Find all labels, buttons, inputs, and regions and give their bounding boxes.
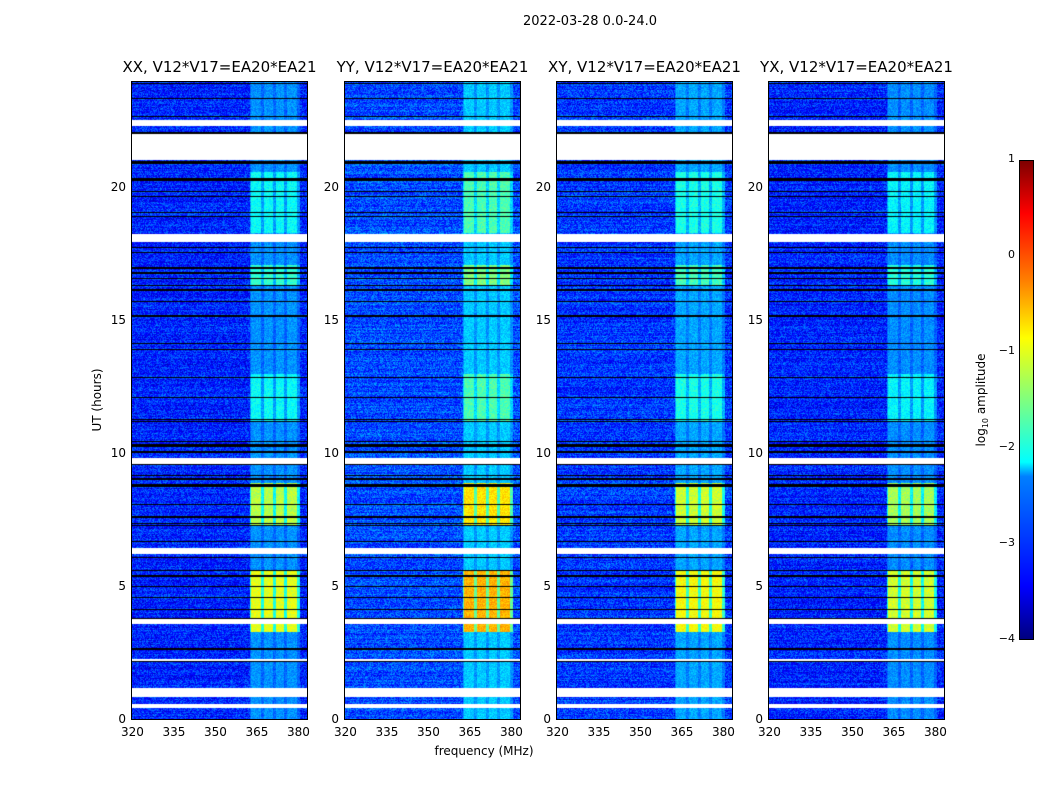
- y-tick-label: 5: [118, 578, 126, 593]
- colorbar-tick-label: 1: [1008, 152, 1015, 165]
- x-tick-label: 365: [458, 725, 482, 739]
- x-tick-label: 380: [923, 725, 947, 739]
- y-tick-label: 10: [323, 445, 339, 460]
- colorbar-tick-label: −1: [998, 344, 1015, 357]
- x-tick-label: 335: [799, 725, 823, 739]
- x-tick-label: 380: [711, 725, 735, 739]
- spectrogram: [344, 81, 521, 720]
- x-tick-label: 320: [121, 725, 144, 739]
- panel-title: XX, V12*V17=EA20*EA21: [122, 58, 317, 76]
- y-tick-label: 0: [755, 712, 763, 726]
- panel-title: YX, V12*V17=EA20*EA21: [760, 58, 953, 76]
- y-tick-label: 0: [543, 712, 551, 726]
- x-tick-label: 350: [840, 725, 864, 739]
- x-tick-label: 320: [546, 725, 569, 739]
- panel-0: XX, V12*V17=EA20*EA21: [122, 58, 317, 720]
- axes-frame: [768, 81, 945, 720]
- y-tick-label: 5: [543, 578, 551, 593]
- x-tick-label: 350: [203, 725, 227, 739]
- x-axis-label: frequency (MHz): [434, 744, 534, 758]
- figure-title: 2022-03-28 0.0-24.0: [523, 14, 657, 29]
- colorbar: [1019, 160, 1034, 640]
- panel-title: XY, V12*V17=EA20*EA21: [548, 58, 741, 76]
- y-tick-label: 10: [535, 445, 551, 460]
- x-tick-label: 335: [587, 725, 611, 739]
- panel-3: YX, V12*V17=EA20*EA21: [760, 58, 953, 720]
- x-tick-label: 365: [245, 725, 269, 739]
- spectrogram: [768, 81, 945, 720]
- y-tick-label: 15: [323, 312, 339, 327]
- colorbar-tick-label: −2: [998, 440, 1015, 453]
- spectrogram: [556, 81, 733, 720]
- x-tick-label: 365: [882, 725, 906, 739]
- axes-frame: [344, 81, 521, 720]
- y-tick-label: 20: [747, 179, 763, 194]
- x-tick-label: 335: [162, 725, 186, 739]
- x-tick-label: 380: [286, 725, 310, 739]
- y-tick-label: 5: [755, 578, 763, 593]
- x-tick-label: 380: [499, 725, 523, 739]
- y-tick-label: 15: [535, 312, 551, 327]
- y-tick-label: 10: [110, 445, 126, 460]
- x-tick-label: 320: [334, 725, 357, 739]
- colorbar-label: log10 amplitude: [973, 353, 991, 447]
- y-tick-label: 15: [110, 312, 126, 327]
- x-tick-label: 350: [628, 725, 652, 739]
- y-axis-label: UT (hours): [90, 368, 104, 432]
- y-tick-label: 20: [323, 179, 339, 194]
- y-tick-label: 15: [747, 312, 763, 327]
- panel-2: XY, V12*V17=EA20*EA21: [548, 58, 741, 720]
- x-tick-label: 365: [670, 725, 694, 739]
- x-tick-label: 320: [758, 725, 781, 739]
- panel-1: YY, V12*V17=EA20*EA21: [337, 58, 528, 720]
- y-tick-label: 20: [110, 179, 126, 194]
- y-tick-label: 0: [118, 712, 126, 726]
- y-tick-label: 10: [747, 445, 763, 460]
- colorbar-tick-label: 0: [1008, 248, 1015, 261]
- axes-frame: [131, 81, 308, 720]
- spectrogram: [131, 81, 308, 720]
- x-tick-label: 350: [416, 725, 440, 739]
- x-tick-label: 335: [375, 725, 399, 739]
- colorbar-tick-label: −3: [998, 536, 1015, 549]
- colorbar-tick-label: −4: [998, 632, 1015, 645]
- y-tick-label: 0: [331, 712, 339, 726]
- y-tick-label: 20: [535, 179, 551, 194]
- axes-frame: [556, 81, 733, 720]
- y-tick-label: 5: [331, 578, 339, 593]
- panel-title: YY, V12*V17=EA20*EA21: [336, 58, 529, 76]
